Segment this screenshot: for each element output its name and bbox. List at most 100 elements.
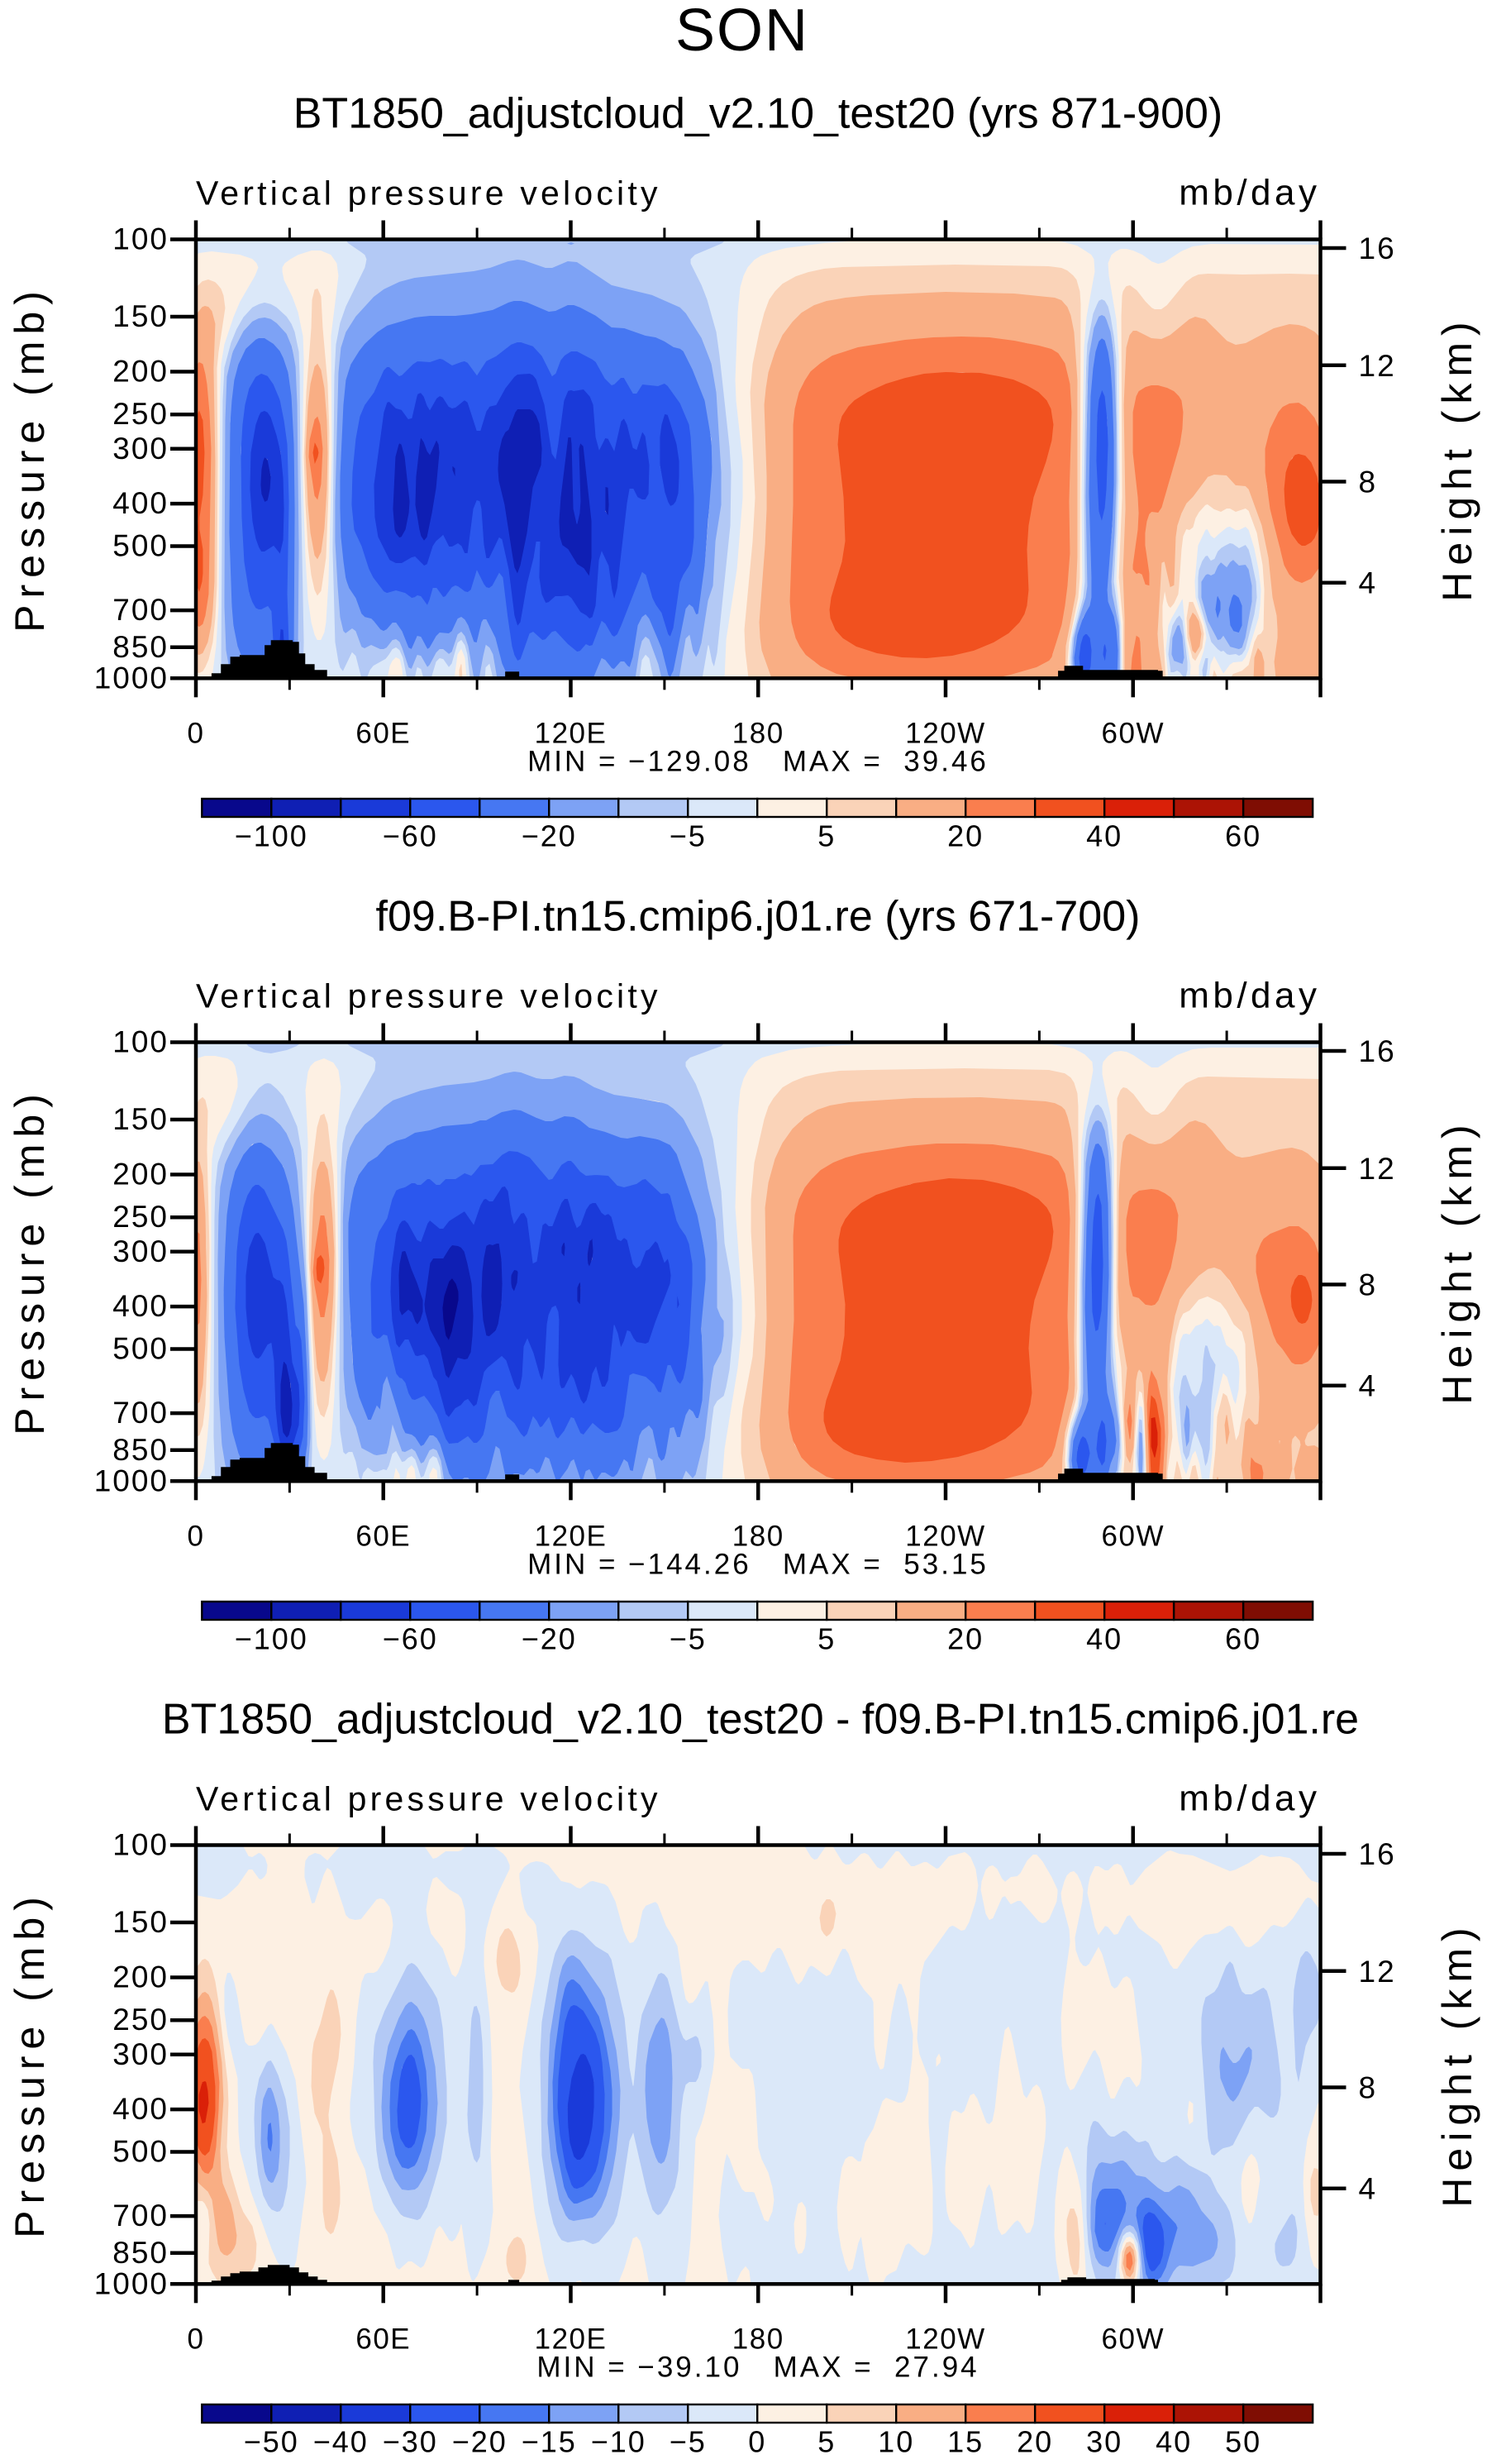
svg-text:SON: SON xyxy=(675,0,809,64)
svg-text:850: 850 xyxy=(112,1433,169,1467)
svg-text:180: 180 xyxy=(732,1521,784,1553)
svg-text:−40: −40 xyxy=(313,2425,369,2459)
svg-text:300: 300 xyxy=(112,1234,169,1268)
svg-text:60E: 60E xyxy=(355,1521,411,1553)
svg-text:5: 5 xyxy=(817,2425,836,2459)
svg-text:−20: −20 xyxy=(522,1622,577,1656)
svg-text:200: 200 xyxy=(112,355,169,389)
svg-text:150: 150 xyxy=(112,1905,169,1939)
svg-text:40: 40 xyxy=(1156,2425,1192,2459)
svg-text:Pressure (mb): Pressure (mb) xyxy=(7,284,53,633)
svg-text:20: 20 xyxy=(1017,2425,1053,2459)
svg-text:1000: 1000 xyxy=(94,1464,169,1497)
svg-text:100: 100 xyxy=(112,1025,169,1059)
svg-text:20: 20 xyxy=(947,819,984,853)
svg-text:8: 8 xyxy=(1359,1268,1378,1302)
svg-text:BT1850_adjustcloud_v2.10_test2: BT1850_adjustcloud_v2.10_test20 (yrs 871… xyxy=(293,90,1223,138)
svg-text:−15: −15 xyxy=(522,2425,577,2459)
svg-text:10: 10 xyxy=(878,2425,914,2459)
svg-text:120W: 120W xyxy=(905,1521,985,1553)
svg-text:Height (km): Height (km) xyxy=(1434,315,1480,601)
svg-text:180: 180 xyxy=(732,718,784,750)
svg-text:0: 0 xyxy=(188,2323,205,2356)
svg-text:150: 150 xyxy=(112,299,169,333)
svg-text:700: 700 xyxy=(112,2199,169,2232)
svg-text:5: 5 xyxy=(817,819,836,853)
svg-text:20: 20 xyxy=(947,1622,984,1656)
svg-text:−100: −100 xyxy=(235,819,308,853)
svg-text:400: 400 xyxy=(112,1289,169,1323)
svg-text:mb/day: mb/day xyxy=(1179,1779,1320,1819)
svg-text:mb/day: mb/day xyxy=(1179,976,1320,1016)
svg-text:60W: 60W xyxy=(1102,2323,1165,2356)
svg-text:−5: −5 xyxy=(670,2425,707,2459)
svg-text:−5: −5 xyxy=(670,819,707,853)
svg-text:60E: 60E xyxy=(355,2323,411,2356)
svg-text:400: 400 xyxy=(112,2092,169,2126)
svg-text:250: 250 xyxy=(112,1200,169,1234)
svg-text:100: 100 xyxy=(112,222,169,256)
svg-text:1000: 1000 xyxy=(94,2266,169,2300)
svg-text:16: 16 xyxy=(1359,232,1396,265)
svg-text:120E: 120E xyxy=(535,718,608,750)
svg-text:700: 700 xyxy=(112,593,169,627)
svg-text:250: 250 xyxy=(112,2003,169,2037)
svg-text:−100: −100 xyxy=(235,1622,308,1656)
svg-text:Vertical pressure velocity: Vertical pressure velocity xyxy=(196,1780,661,1818)
svg-text:BT1850_adjustcloud_v2.10_test2: BT1850_adjustcloud_v2.10_test20 - f09.B-… xyxy=(162,1696,1359,1744)
svg-text:4: 4 xyxy=(1359,2172,1378,2206)
svg-text:−30: −30 xyxy=(383,2425,438,2459)
svg-text:850: 850 xyxy=(112,630,169,664)
svg-text:Height (km): Height (km) xyxy=(1434,1921,1480,2207)
svg-text:−20: −20 xyxy=(522,819,577,853)
svg-text:120E: 120E xyxy=(535,2323,608,2356)
svg-text:MIN = −144.26 MAX = 53.15: MIN = −144.26 MAX = 53.15 xyxy=(527,1549,989,1581)
svg-text:60W: 60W xyxy=(1102,718,1165,750)
svg-text:mb/day: mb/day xyxy=(1179,173,1320,213)
svg-text:−60: −60 xyxy=(383,819,438,853)
svg-text:16: 16 xyxy=(1359,1034,1396,1068)
svg-text:15: 15 xyxy=(947,2425,984,2459)
svg-text:f09.B-PI.tn15.cmip6.j01.re (yr: f09.B-PI.tn15.cmip6.j01.re (yrs 671-700) xyxy=(376,893,1141,941)
svg-text:−5: −5 xyxy=(670,1622,707,1656)
svg-text:0: 0 xyxy=(188,718,205,750)
svg-text:0: 0 xyxy=(748,2425,766,2459)
svg-text:500: 500 xyxy=(112,529,169,563)
svg-text:40: 40 xyxy=(1086,819,1122,853)
svg-text:Pressure (mb): Pressure (mb) xyxy=(7,1087,53,1435)
svg-text:8: 8 xyxy=(1359,466,1378,499)
svg-text:60E: 60E xyxy=(355,718,411,750)
svg-text:5: 5 xyxy=(817,1622,836,1656)
svg-text:−10: −10 xyxy=(591,2425,646,2459)
svg-text:300: 300 xyxy=(112,2037,169,2071)
svg-text:4: 4 xyxy=(1359,566,1378,600)
svg-text:60: 60 xyxy=(1225,819,1261,853)
svg-text:850: 850 xyxy=(112,2236,169,2270)
svg-text:60: 60 xyxy=(1225,1622,1261,1656)
svg-text:MIN = −39.10 MAX = 27.94: MIN = −39.10 MAX = 27.94 xyxy=(536,2352,979,2384)
svg-text:4: 4 xyxy=(1359,1369,1378,1403)
svg-text:1000: 1000 xyxy=(94,661,169,695)
svg-text:12: 12 xyxy=(1359,1152,1396,1186)
svg-text:300: 300 xyxy=(112,432,169,466)
svg-text:Vertical pressure velocity: Vertical pressure velocity xyxy=(196,977,661,1015)
svg-text:200: 200 xyxy=(112,1960,169,1994)
svg-text:200: 200 xyxy=(112,1158,169,1191)
svg-text:100: 100 xyxy=(112,1828,169,1862)
svg-text:−60: −60 xyxy=(383,1622,438,1656)
svg-text:40: 40 xyxy=(1086,1622,1122,1656)
svg-text:500: 500 xyxy=(112,1332,169,1366)
svg-text:12: 12 xyxy=(1359,349,1396,383)
svg-text:0: 0 xyxy=(188,1521,205,1553)
svg-text:12: 12 xyxy=(1359,1955,1396,1989)
svg-text:MIN = −129.08 MAX = 39.46: MIN = −129.08 MAX = 39.46 xyxy=(527,746,989,778)
svg-text:180: 180 xyxy=(732,2323,784,2356)
svg-text:400: 400 xyxy=(112,486,169,520)
svg-text:120E: 120E xyxy=(535,1521,608,1553)
svg-text:700: 700 xyxy=(112,1396,169,1430)
svg-text:Vertical pressure velocity: Vertical pressure velocity xyxy=(196,174,661,212)
svg-text:8: 8 xyxy=(1359,2071,1378,2105)
svg-text:Height (km): Height (km) xyxy=(1434,1118,1480,1404)
svg-text:150: 150 xyxy=(112,1102,169,1136)
svg-text:−20: −20 xyxy=(452,2425,508,2459)
